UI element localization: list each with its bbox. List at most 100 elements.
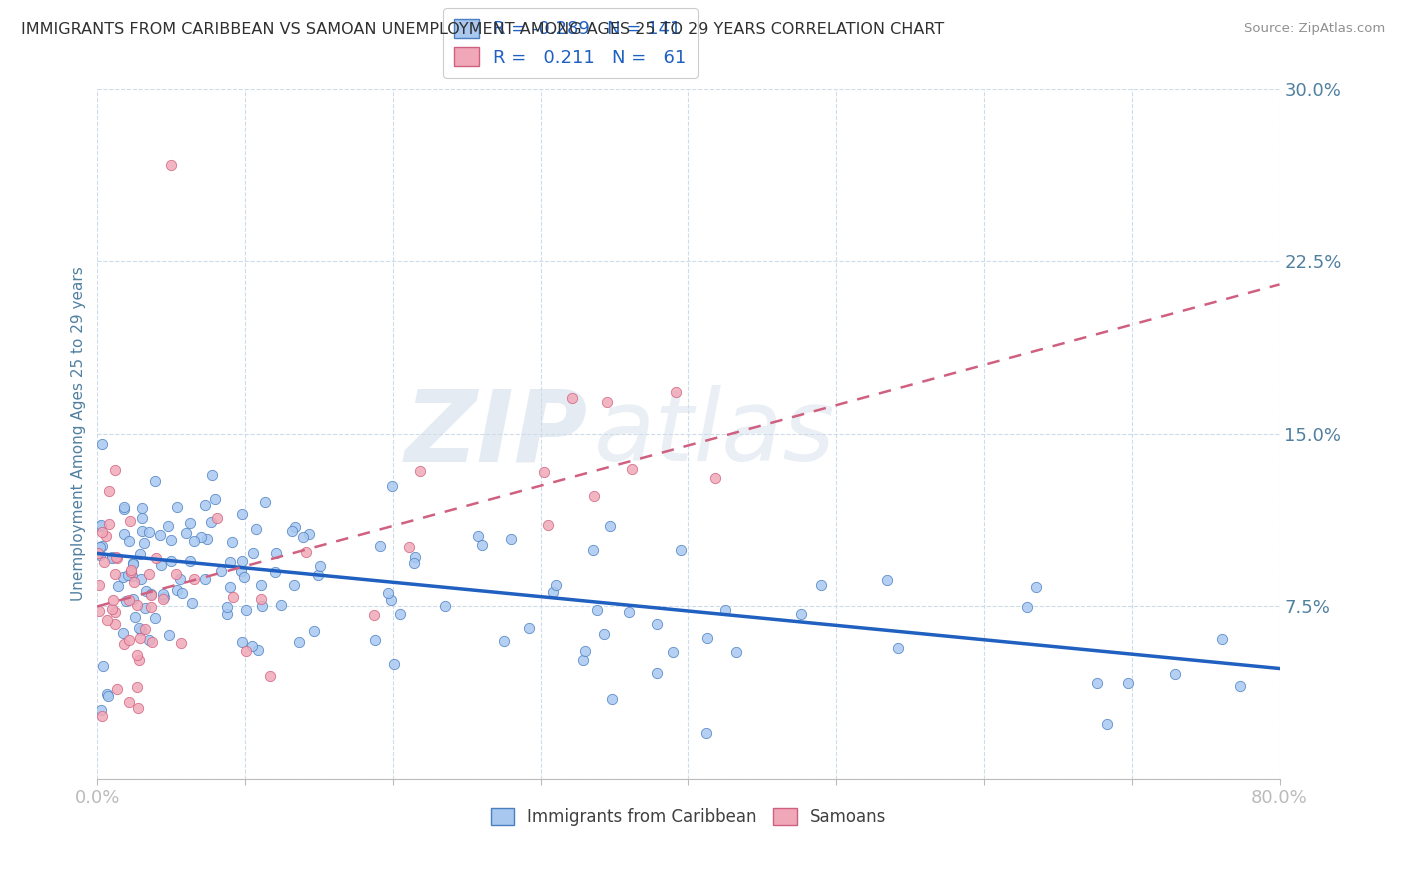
- Point: [887, 640, 910, 655]
- Point: [645, 666, 668, 681]
- Point: [595, 395, 617, 409]
- Point: [135, 584, 157, 599]
- Point: [380, 592, 402, 607]
- Point: [602, 691, 624, 706]
- Point: [127, 599, 149, 613]
- Point: [537, 518, 560, 533]
- Point: [259, 668, 281, 682]
- Point: [302, 624, 325, 638]
- Point: [98, 483, 121, 498]
- Point: [89, 604, 111, 618]
- Point: [586, 603, 609, 617]
- Point: [404, 549, 426, 564]
- Point: [433, 599, 456, 613]
- Point: [91, 539, 114, 553]
- Point: [104, 566, 127, 581]
- Point: [105, 682, 128, 697]
- Point: [120, 515, 142, 529]
- Point: [143, 611, 166, 625]
- Point: [160, 158, 183, 172]
- Point: [120, 562, 142, 576]
- Point: [111, 570, 134, 584]
- Point: [90, 709, 112, 723]
- Point: [90, 518, 112, 533]
- Point: [235, 644, 257, 658]
- Point: [180, 595, 202, 609]
- Point: [574, 644, 596, 658]
- Point: [90, 703, 112, 717]
- Point: [145, 474, 167, 488]
- Point: [104, 463, 127, 477]
- Point: [112, 502, 135, 516]
- Point: [263, 565, 285, 579]
- Point: [152, 592, 174, 607]
- Point: [1164, 667, 1187, 681]
- Point: [179, 516, 201, 530]
- Point: [131, 500, 153, 515]
- Point: [149, 528, 172, 542]
- Point: [166, 500, 188, 514]
- Point: [669, 543, 692, 558]
- Point: [1017, 600, 1039, 615]
- Point: [215, 607, 238, 621]
- Point: [790, 607, 813, 622]
- Point: [121, 569, 143, 583]
- Point: [145, 551, 167, 566]
- Point: [160, 554, 183, 568]
- Point: [307, 567, 329, 582]
- Point: [101, 602, 124, 616]
- Point: [240, 639, 263, 653]
- Point: [125, 648, 148, 662]
- Point: [153, 591, 176, 605]
- Point: [377, 586, 399, 600]
- Point: [115, 594, 138, 608]
- Point: [232, 569, 254, 583]
- Point: [141, 599, 163, 614]
- Point: [112, 527, 135, 541]
- Point: [131, 624, 153, 638]
- Point: [174, 525, 197, 540]
- Point: [107, 579, 129, 593]
- Point: [298, 527, 321, 541]
- Point: [112, 500, 135, 514]
- Point: [125, 680, 148, 694]
- Point: [201, 467, 224, 482]
- Point: [249, 592, 271, 607]
- Point: [98, 516, 121, 531]
- Point: [166, 582, 188, 597]
- Point: [572, 653, 595, 667]
- Point: [91, 659, 114, 673]
- Point: [128, 621, 150, 635]
- Point: [157, 628, 180, 642]
- Point: [264, 546, 287, 560]
- Point: [89, 548, 111, 562]
- Point: [235, 603, 257, 617]
- Point: [499, 533, 522, 547]
- Point: [100, 550, 122, 565]
- Point: [209, 564, 232, 578]
- Point: [121, 557, 143, 571]
- Point: [364, 633, 387, 648]
- Point: [190, 530, 212, 544]
- Point: [112, 637, 135, 651]
- Point: [242, 546, 264, 560]
- Point: [89, 519, 111, 533]
- Point: [105, 551, 128, 566]
- Point: [281, 524, 304, 538]
- Point: [179, 553, 201, 567]
- Point: [111, 625, 134, 640]
- Point: [283, 578, 305, 592]
- Point: [104, 550, 127, 565]
- Point: [1211, 632, 1233, 646]
- Point: [170, 636, 193, 650]
- Text: atlas: atlas: [593, 385, 835, 483]
- Point: [131, 573, 153, 587]
- Point: [219, 580, 242, 594]
- Point: [152, 587, 174, 601]
- Point: [253, 495, 276, 509]
- Point: [382, 657, 405, 672]
- Point: [599, 519, 621, 533]
- Point: [193, 498, 215, 512]
- Point: [205, 511, 228, 525]
- Point: [139, 587, 162, 601]
